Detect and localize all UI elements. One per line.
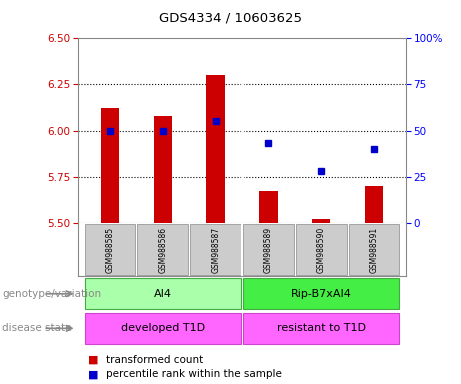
Text: developed T1D: developed T1D	[121, 323, 205, 333]
Bar	[207, 75, 225, 223]
Text: GSM988590: GSM988590	[317, 227, 326, 273]
Text: GSM988586: GSM988586	[158, 227, 167, 273]
Text: GSM988591: GSM988591	[370, 227, 378, 273]
Text: genotype/variation: genotype/variation	[2, 289, 101, 299]
Text: percentile rank within the sample: percentile rank within the sample	[106, 369, 282, 379]
Bar	[243, 224, 294, 275]
Text: Rip-B7xAI4: Rip-B7xAI4	[291, 289, 352, 299]
Text: resistant to T1D: resistant to T1D	[277, 323, 366, 333]
Text: ■: ■	[88, 369, 98, 379]
Bar	[243, 278, 399, 310]
Bar	[312, 219, 331, 223]
Text: GSM988589: GSM988589	[264, 227, 273, 273]
Bar	[296, 224, 347, 275]
Text: GSM988587: GSM988587	[211, 227, 220, 273]
Bar	[365, 186, 383, 223]
Text: transformed count: transformed count	[106, 355, 203, 365]
Bar	[137, 224, 188, 275]
Bar	[85, 278, 241, 310]
Text: GSM988585: GSM988585	[106, 227, 114, 273]
Bar	[154, 116, 172, 223]
Bar	[241, 223, 243, 276]
Bar	[85, 224, 136, 275]
Bar	[101, 108, 119, 223]
Text: GDS4334 / 10603625: GDS4334 / 10603625	[159, 12, 302, 25]
Text: disease state: disease state	[2, 323, 72, 333]
Bar	[85, 313, 241, 344]
Bar	[243, 313, 399, 344]
Text: ■: ■	[88, 355, 98, 365]
Bar	[190, 224, 241, 275]
Bar	[259, 191, 278, 223]
Bar	[349, 224, 399, 275]
Text: AI4: AI4	[154, 289, 172, 299]
